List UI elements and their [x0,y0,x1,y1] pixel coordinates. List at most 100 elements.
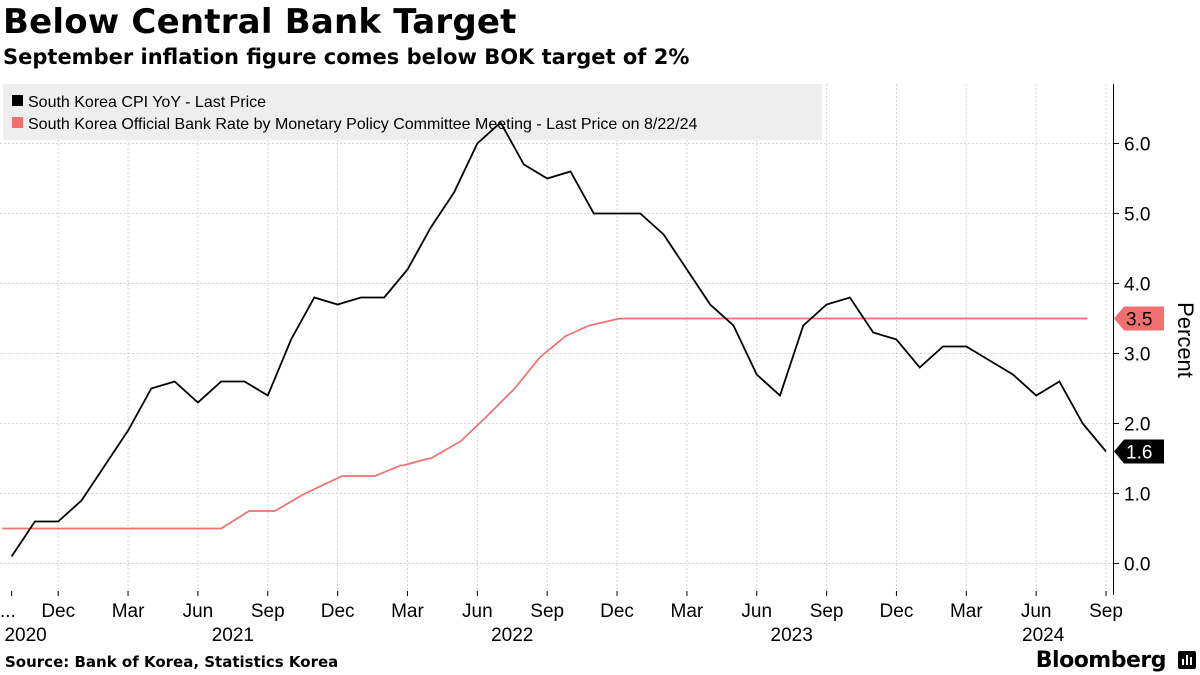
bank-rate-point [513,387,515,389]
bank-rate-point [618,317,620,319]
bank-rate-last-value-label: 3.5 [1126,310,1152,331]
x-tick-label: Jun [1021,601,1052,622]
cpi-point [57,520,59,522]
y-tick-label: 3.0 [1124,345,1150,366]
cpi-point [895,338,897,340]
bank-rate-point [539,356,541,358]
bank-rate-point [371,475,373,477]
bank-rate-point [274,510,276,512]
cpi-point [406,268,408,270]
x-tick-label: Sep [530,601,564,622]
cpi-point [383,296,385,298]
cpi-point [150,387,152,389]
y-tick-label: 1.0 [1124,485,1150,506]
bank-rate-point [220,527,222,529]
bank-rate-point [1086,317,1088,319]
cpi-point [919,366,921,368]
cpi-point [127,429,129,431]
x-year-label: 2023 [771,625,813,646]
cpi-point [686,268,688,270]
cpi-point [872,331,874,333]
x-tick-label: Sep [1089,601,1123,622]
cpi-point [988,359,990,361]
cpi-point [34,520,36,522]
x-tick-label: Dec [41,601,75,622]
x-tick-label: Dec [880,601,914,622]
bank-rate-point [460,440,462,442]
bank-rate-series-line [2,317,1088,530]
cpi-point [197,401,199,403]
cpi-point [313,296,315,298]
cpi-point [732,324,734,326]
cpi-point [546,177,548,179]
x-tick-label: ... [0,601,16,622]
cpi-point [1105,450,1107,452]
grid-lines [0,84,1113,595]
cpi-series-line [10,121,1107,557]
x-tick-label: Dec [321,601,355,622]
legend-swatch-cpi [12,95,23,106]
cpi-point [942,345,944,347]
x-tick-label: Jun [462,601,493,622]
x-tick-label: Jun [741,601,772,622]
cpi-point [1058,380,1060,382]
cpi-point [523,163,525,165]
legend-label-bank-rate: South Korea Official Bank Rate by Moneta… [28,116,697,133]
bank-rate-point [485,415,487,417]
bank-rate-point [304,492,306,494]
cpi-point [639,212,641,214]
x-year-label: 2024 [1022,625,1065,646]
y-axis-ticks: 0.0 1.0 2.0 3.0 4.0 5.0 6.0 [1113,135,1150,576]
cpi-point [360,296,362,298]
cpi-point [476,142,478,144]
legend: South Korea CPI YoY - Last Price South K… [12,94,697,133]
legend-background [3,84,822,140]
x-tick-label: Sep [251,601,285,622]
cpi-point [616,212,618,214]
cpi-point [220,380,222,382]
bank-rate-point [1,527,3,529]
cpi-point [1035,394,1037,396]
x-tick-label: Jun [183,601,214,622]
cpi-point [453,191,455,193]
cpi-point [1082,422,1084,424]
bank-rate-point [565,335,567,337]
x-year-label: 2020 [4,625,46,646]
bloomberg-terminal-icon [1178,651,1196,669]
cpi-point [173,380,175,382]
x-tick-label: Mar [671,601,704,622]
x-axis-ticks: ... Dec Mar Jun Sep Dec Mar Jun Sep Dec Mar Jun Sep D… [0,591,1123,646]
cpi-point [825,303,827,305]
x-tick-label: Mar [950,601,983,622]
data-points [1,121,1107,557]
cpi-point [243,380,245,382]
x-year-label: 2022 [491,625,533,646]
cpi-point [80,499,82,501]
cpi-last-value-badge [1114,439,1164,464]
cpi-point [499,121,501,123]
cpi-last-value-label: 1.6 [1126,443,1152,464]
legend-label-cpi: South Korea CPI YoY - Last Price [28,94,266,111]
cpi-point [104,464,106,466]
bank-rate-point [402,464,404,466]
x-tick-label: Dec [600,601,634,622]
cpi-point [709,303,711,305]
cpi-point [290,338,292,340]
x-tick-label: Mar [391,601,424,622]
cpi-point [779,394,781,396]
bank-rate-point [341,475,343,477]
last-value-badges: 3.5 1.6 [1114,306,1164,464]
cpi-point [662,233,664,235]
chart-title: Below Central Bank Target [3,2,517,42]
cpi-point [965,345,967,347]
x-tick-label: Mar [112,601,145,622]
cpi-point [593,212,595,214]
bank-rate-point [427,457,429,459]
bank-rate-point [374,475,376,477]
bank-rate-point [248,510,250,512]
cpi-point [802,324,804,326]
bank-rate-point [399,464,401,466]
y-tick-label: 2.0 [1124,415,1150,436]
y-axis-label: Percent [1173,302,1198,378]
